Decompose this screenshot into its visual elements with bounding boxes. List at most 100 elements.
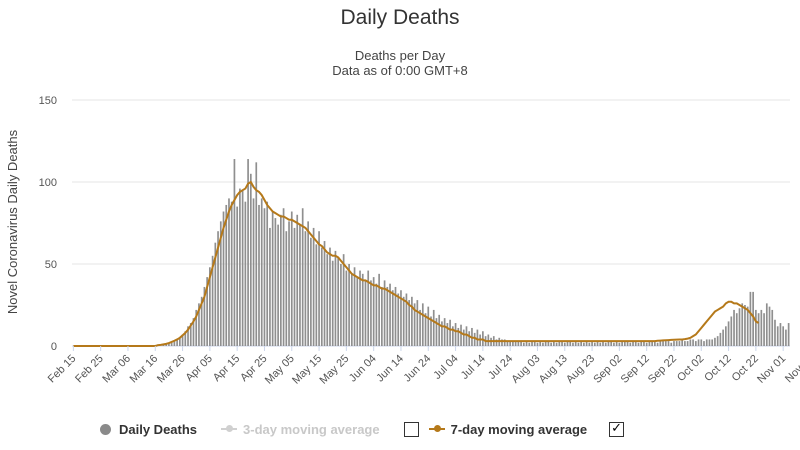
chart-area[interactable]: 0 50 100 150 Novel Coronavirus Daily Deaths…: [0, 0, 800, 410]
bar-daily-deaths: [274, 218, 277, 346]
bar-daily-deaths: [626, 341, 629, 346]
bar-daily-deaths: [255, 162, 258, 346]
bar-daily-deaths: [318, 231, 320, 346]
x-tick-label: Mar 26: [155, 353, 188, 386]
bar-daily-deaths: [686, 341, 689, 346]
chart-legend: Daily Deaths 3-day moving average 7-day …: [100, 418, 634, 440]
bar-daily-deaths: [397, 293, 400, 346]
bar-daily-deaths: [222, 211, 225, 346]
bar-daily-deaths: [389, 283, 391, 346]
bar-daily-deaths: [675, 341, 678, 346]
bar-daily-deaths: [359, 270, 361, 346]
bar-daily-deaths: [263, 208, 266, 346]
legend-item-3day-average[interactable]: 3-day moving average: [221, 422, 380, 437]
bar-daily-deaths: [659, 341, 662, 346]
bar-daily-deaths: [514, 341, 517, 346]
bar-daily-deaths: [615, 341, 618, 346]
x-tick-label: Oct 02: [675, 353, 706, 384]
y-tick-label: 50: [45, 259, 57, 271]
bar-daily-deaths: [670, 342, 673, 346]
bar-daily-deaths: [716, 336, 719, 346]
bar-daily-deaths: [301, 208, 304, 346]
y-tick-label: 100: [39, 177, 57, 189]
bar-daily-deaths: [402, 296, 405, 346]
bar-daily-deaths: [588, 342, 591, 346]
bar-daily-deaths: [310, 237, 312, 346]
bar-daily-deaths: [432, 309, 435, 346]
bar-daily-deaths: [741, 303, 744, 346]
bar-daily-deaths: [681, 339, 684, 346]
bar-daily-deaths: [678, 341, 681, 346]
bar-daily-deaths: [744, 305, 746, 346]
checkbox-7day-average[interactable]: [609, 420, 625, 437]
bar-daily-deaths: [645, 342, 648, 346]
bar-daily-deaths: [282, 208, 285, 346]
checkbox-3day-average[interactable]: [403, 421, 419, 437]
bar-daily-deaths: [350, 273, 353, 346]
legend-label-7day-average: 7-day moving average: [450, 421, 588, 437]
x-tick-label: Feb 25: [73, 353, 106, 386]
bar-daily-deaths: [326, 254, 329, 346]
x-tick-label: May 15: [290, 353, 324, 387]
legend-item-7day-average[interactable]: 7-day moving average: [428, 421, 588, 437]
series-line-7day-average: [73, 180, 760, 347]
bar-daily-deaths: [760, 309, 763, 346]
bar-daily-deaths: [421, 303, 424, 346]
bar-daily-deaths: [771, 309, 774, 346]
bar-daily-deaths: [288, 221, 290, 346]
bar-daily-deaths: [506, 341, 509, 346]
bar-daily-deaths: [725, 326, 727, 346]
bar-daily-deaths: [604, 342, 607, 346]
x-tick-label: Apr 05: [184, 353, 215, 384]
x-tick-label: Nov 11: [783, 353, 800, 386]
bar-daily-deaths: [648, 341, 651, 346]
bar-daily-deaths: [424, 313, 427, 346]
chart-data-date: Data as of 0:00 GMT+8: [332, 63, 468, 78]
bar-daily-deaths: [654, 341, 656, 346]
bar-daily-deaths: [356, 277, 359, 346]
bar-daily-deaths: [765, 303, 768, 346]
bar-daily-deaths: [544, 341, 547, 346]
bar-daily-deaths: [211, 255, 214, 346]
bar-daily-deaths: [531, 341, 533, 346]
bar-daily-deaths: [241, 190, 244, 346]
bar-daily-deaths: [673, 341, 675, 346]
legend-item-daily-deaths[interactable]: Daily Deaths: [100, 422, 197, 437]
bar-daily-deaths: [293, 227, 296, 346]
bar-daily-deaths: [198, 303, 200, 346]
bar-daily-deaths: [613, 342, 615, 346]
legend-marker-7day-average: [428, 425, 445, 432]
bar-daily-deaths: [563, 342, 566, 346]
y-gridlines: [72, 99, 790, 347]
bar-daily-deaths: [416, 300, 419, 346]
bar-daily-deaths: [692, 339, 694, 346]
bar-daily-deaths: [209, 267, 211, 346]
bar-daily-deaths: [656, 342, 659, 346]
bar-daily-deaths: [768, 306, 771, 346]
bar-daily-deaths: [585, 341, 588, 346]
bar-daily-deaths: [539, 341, 542, 346]
bar-daily-deaths: [370, 280, 372, 346]
bar-daily-deaths: [451, 326, 454, 346]
bar-daily-deaths: [774, 319, 776, 346]
bar-daily-deaths: [735, 313, 738, 346]
bar-daily-deaths: [555, 342, 558, 346]
bar-daily-deaths: [258, 204, 260, 346]
bar-daily-deaths: [623, 341, 626, 346]
bar-daily-deaths: [441, 321, 443, 346]
bar-daily-deaths: [367, 270, 370, 346]
bar-daily-deaths: [435, 318, 438, 346]
bar-daily-deaths: [187, 326, 189, 346]
bar-daily-deaths: [572, 342, 574, 346]
bar-daily-deaths: [694, 341, 697, 346]
bar-daily-deaths: [787, 323, 790, 346]
bar-daily-deaths: [664, 341, 667, 346]
bar-daily-deaths: [776, 326, 779, 346]
bar-daily-deaths: [394, 286, 397, 346]
bar-daily-deaths: [662, 341, 664, 346]
bar-daily-deaths: [525, 341, 528, 346]
bar-daily-deaths: [329, 247, 331, 346]
bar-daily-deaths: [599, 342, 602, 346]
daily-deaths-bars: [157, 159, 790, 346]
